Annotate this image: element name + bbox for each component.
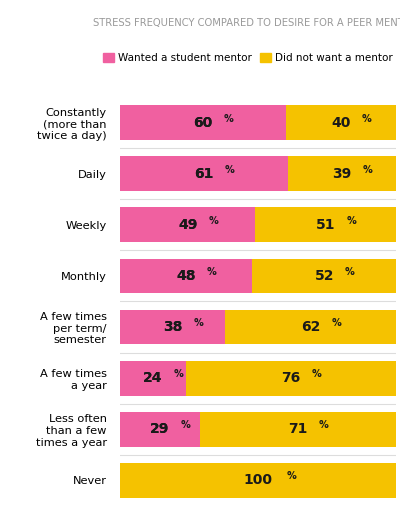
Text: 29: 29 xyxy=(150,422,170,436)
Text: %: % xyxy=(331,318,341,328)
Text: 29: 29 xyxy=(150,422,170,436)
Bar xyxy=(186,361,396,396)
Bar xyxy=(120,105,286,140)
Text: %: % xyxy=(181,420,190,430)
Text: %: % xyxy=(193,318,203,328)
Text: %: % xyxy=(319,420,328,430)
Text: 40: 40 xyxy=(331,115,350,130)
Bar xyxy=(286,105,396,140)
Bar xyxy=(120,259,252,293)
Text: 24: 24 xyxy=(143,371,163,385)
Text: 100: 100 xyxy=(244,473,272,487)
Legend: Wanted a student mentor, Did not want a mentor: Wanted a student mentor, Did not want a … xyxy=(99,49,397,67)
Bar xyxy=(120,463,396,498)
Text: %: % xyxy=(225,165,235,175)
Bar xyxy=(120,207,255,242)
Text: %: % xyxy=(363,165,373,175)
Bar xyxy=(288,156,396,191)
Text: 60: 60 xyxy=(193,115,212,130)
Bar xyxy=(120,310,225,344)
Text: 52: 52 xyxy=(314,269,334,283)
Text: 51: 51 xyxy=(316,218,335,232)
Text: 62: 62 xyxy=(301,320,320,334)
Text: 39: 39 xyxy=(332,167,352,181)
Text: 24: 24 xyxy=(143,371,163,385)
Text: 48: 48 xyxy=(176,269,196,283)
Text: 49: 49 xyxy=(178,218,197,232)
Text: %: % xyxy=(174,369,184,379)
Text: 49: 49 xyxy=(178,218,197,232)
Text: %: % xyxy=(345,267,355,277)
Text: 48: 48 xyxy=(176,269,196,283)
Text: 71: 71 xyxy=(288,422,308,436)
Text: %: % xyxy=(287,471,297,481)
Bar xyxy=(225,310,396,344)
Text: %: % xyxy=(224,113,233,124)
Text: %: % xyxy=(312,369,322,379)
Text: 76: 76 xyxy=(282,371,301,385)
Text: 38: 38 xyxy=(163,320,182,334)
Bar xyxy=(120,156,288,191)
Text: STRESS FREQUENCY COMPARED TO DESIRE FOR A PEER MENTOR: STRESS FREQUENCY COMPARED TO DESIRE FOR … xyxy=(93,18,400,28)
Text: %: % xyxy=(208,216,218,226)
Bar xyxy=(252,259,396,293)
Text: %: % xyxy=(362,113,371,124)
Text: 60: 60 xyxy=(193,115,212,130)
Text: 61: 61 xyxy=(194,167,214,181)
Text: 61: 61 xyxy=(194,167,214,181)
Text: %: % xyxy=(346,216,356,226)
Text: 38: 38 xyxy=(163,320,182,334)
Bar xyxy=(255,207,396,242)
Bar xyxy=(200,412,396,447)
Bar xyxy=(120,361,186,396)
Text: %: % xyxy=(207,267,217,277)
Bar xyxy=(120,412,200,447)
